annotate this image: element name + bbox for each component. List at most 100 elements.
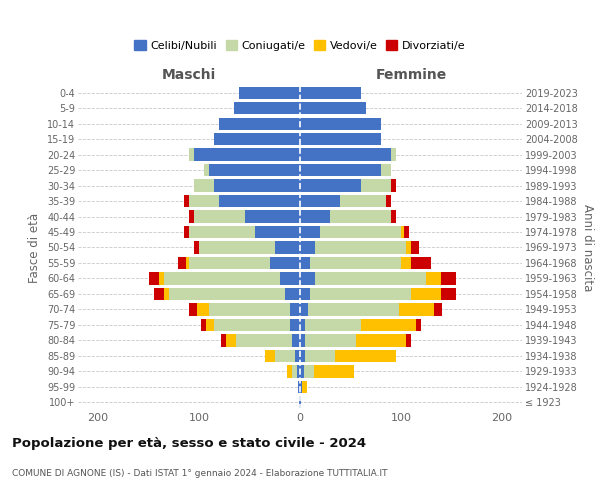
Bar [239, 86, 300, 99]
Bar [315, 272, 426, 284]
Bar [290, 318, 300, 331]
Bar [391, 180, 396, 192]
Bar [361, 180, 391, 192]
Bar [401, 226, 404, 238]
Bar [189, 303, 197, 316]
Bar [290, 303, 300, 316]
Bar [340, 195, 386, 207]
Bar [159, 272, 164, 284]
Text: COMUNE DI AGNONE (IS) - Dati ISTAT 1° gennaio 2024 - Elaborazione TUTTITALIA.IT: COMUNE DI AGNONE (IS) - Dati ISTAT 1° ge… [12, 468, 388, 477]
Text: Femmine: Femmine [376, 68, 446, 82]
Bar [236, 334, 292, 346]
Bar [314, 365, 355, 378]
Bar [219, 118, 300, 130]
Bar [305, 334, 355, 346]
Bar [300, 272, 315, 284]
Bar [275, 350, 295, 362]
Bar [305, 318, 361, 331]
Bar [441, 272, 457, 284]
Bar [235, 102, 300, 115]
Bar [186, 257, 189, 269]
Bar [411, 288, 441, 300]
Bar [189, 257, 270, 269]
Bar [199, 242, 275, 254]
Bar [315, 242, 406, 254]
Bar [404, 226, 409, 238]
Bar [194, 242, 199, 254]
Bar [411, 257, 431, 269]
Bar [355, 334, 406, 346]
Bar [386, 195, 391, 207]
Bar [391, 210, 396, 222]
Bar [164, 272, 280, 284]
Bar [391, 148, 396, 161]
Bar [169, 288, 285, 300]
Bar [300, 242, 315, 254]
Bar [305, 350, 335, 362]
Bar [297, 365, 300, 378]
Bar [265, 350, 275, 362]
Bar [330, 210, 391, 222]
Bar [292, 334, 300, 346]
Bar [194, 148, 300, 161]
Bar [209, 164, 300, 176]
Bar [226, 334, 236, 346]
Bar [320, 226, 401, 238]
Bar [411, 242, 419, 254]
Bar [300, 195, 340, 207]
Text: Maschi: Maschi [162, 68, 216, 82]
Bar [406, 334, 411, 346]
Bar [245, 210, 300, 222]
Bar [300, 226, 320, 238]
Bar [426, 272, 441, 284]
Bar [204, 164, 209, 176]
Bar [189, 148, 194, 161]
Bar [304, 365, 314, 378]
Bar [214, 133, 300, 145]
Bar [275, 242, 300, 254]
Bar [254, 226, 300, 238]
Bar [300, 210, 330, 222]
Bar [302, 380, 307, 393]
Bar [206, 318, 214, 331]
Bar [164, 288, 169, 300]
Legend: Celibi/Nubili, Coniugati/e, Vedovi/e, Divorziati/e: Celibi/Nubili, Coniugati/e, Vedovi/e, Di… [130, 36, 470, 55]
Bar [300, 164, 381, 176]
Bar [335, 350, 396, 362]
Bar [219, 195, 300, 207]
Bar [401, 257, 411, 269]
Bar [300, 380, 302, 393]
Bar [184, 226, 189, 238]
Bar [300, 257, 310, 269]
Bar [300, 180, 361, 192]
Bar [149, 272, 159, 284]
Bar [308, 303, 399, 316]
Bar [299, 396, 300, 408]
Bar [300, 396, 301, 408]
Bar [214, 180, 300, 192]
Text: Popolazione per età, sesso e stato civile - 2024: Popolazione per età, sesso e stato civil… [12, 437, 366, 450]
Bar [285, 288, 300, 300]
Y-axis label: Fasce di età: Fasce di età [28, 212, 41, 282]
Bar [280, 272, 300, 284]
Bar [295, 350, 300, 362]
Bar [300, 118, 381, 130]
Bar [214, 318, 290, 331]
Bar [300, 86, 361, 99]
Bar [287, 365, 292, 378]
Bar [310, 288, 411, 300]
Bar [300, 350, 305, 362]
Bar [189, 210, 194, 222]
Bar [300, 303, 308, 316]
Bar [300, 102, 365, 115]
Bar [221, 334, 226, 346]
Bar [201, 318, 206, 331]
Bar [300, 148, 391, 161]
Bar [300, 288, 310, 300]
Bar [406, 242, 411, 254]
Bar [300, 365, 304, 378]
Bar [154, 288, 164, 300]
Bar [300, 318, 305, 331]
Bar [194, 180, 214, 192]
Bar [184, 195, 189, 207]
